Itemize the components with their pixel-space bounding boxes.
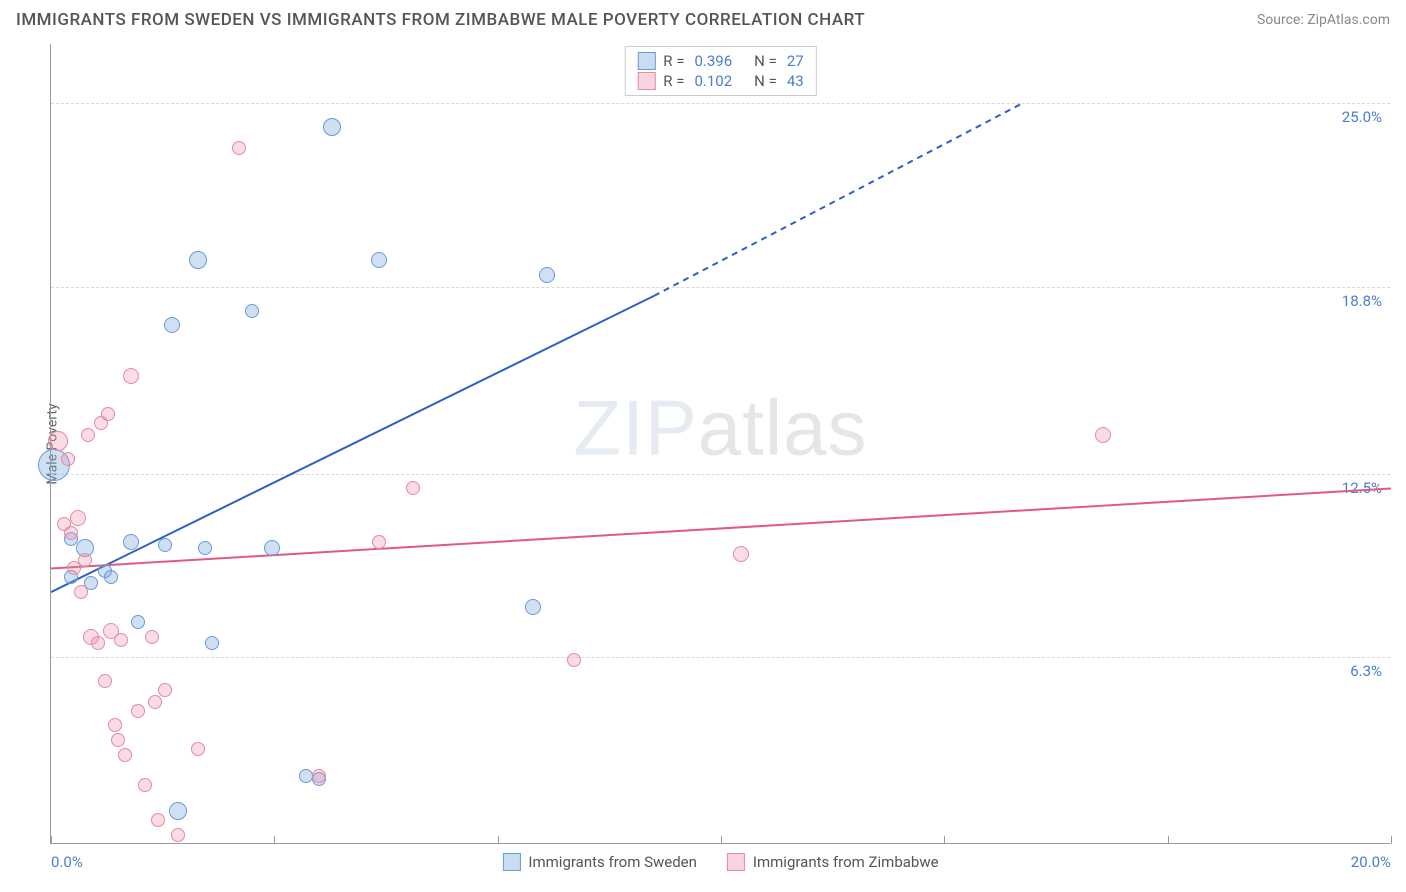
legend-swatch [637,72,655,90]
data-point [323,118,341,136]
data-point [114,633,128,647]
gridline [51,474,1390,475]
y-tick-label: 12.5% [1342,479,1382,497]
data-point [158,538,172,552]
legend-swatch [637,52,655,70]
data-point [81,428,95,442]
data-point [131,704,145,718]
data-point [138,778,152,792]
data-point [148,695,162,709]
x-tick [51,836,52,844]
series-legend: Immigrants from Sweden Immigrants from Zi… [502,853,938,871]
data-point [406,481,420,495]
stats-legend: R = 0.396 N = 27 R = 0.102 N = 43 [624,46,816,96]
r-label: R = [663,72,684,90]
data-point [1095,427,1111,443]
x-tick [721,836,722,844]
data-point [61,452,75,466]
stats-legend-row: R = 0.102 N = 43 [637,71,803,91]
legend-label: Immigrants from Sweden [528,853,696,871]
legend-swatch [727,853,745,871]
data-point [91,636,105,650]
legend-label: Immigrants from Zimbabwe [753,853,939,871]
x-tick [1391,836,1392,844]
data-point [78,553,92,567]
data-point [48,431,68,451]
data-point [198,541,212,555]
data-point [733,546,749,562]
x-tick-label: 0.0% [51,853,83,871]
data-point [232,141,246,155]
data-point [191,742,205,756]
data-point [164,317,180,333]
data-point [98,674,112,688]
data-point [118,748,132,762]
x-tick [498,836,499,844]
data-point [205,636,219,650]
data-point [151,813,165,827]
legend-item: Immigrants from Sweden [502,853,696,871]
data-point [101,407,115,421]
data-point [169,802,187,820]
data-point [74,585,88,599]
plot-area: ZIPatlas R =0.396N =27R =0.102N =43 Immi… [50,44,1390,844]
chart-title: IMMIGRANTS FROM SWEDEN VS IMMIGRANTS FRO… [16,10,865,30]
x-tick-label: 20.0% [1351,853,1391,871]
chart-container: Male Poverty ZIPatlas R =0.396N =27R =0.… [42,44,1392,844]
data-point [372,535,386,549]
data-point [312,769,326,783]
data-point [70,510,86,526]
data-point [104,570,118,584]
r-value: 0.396 [694,52,732,70]
data-point [131,615,145,629]
x-tick [274,836,275,844]
data-point [371,252,387,268]
watermark: ZIPatlas [573,382,867,473]
gridline [51,103,1390,104]
legend-swatch [502,853,520,871]
trendlines [51,44,1391,844]
data-point [145,630,159,644]
data-point [264,540,280,556]
data-point [299,769,313,783]
data-point [567,653,581,667]
stats-legend-row: R = 0.396 N = 27 [637,51,803,71]
r-value: 0.102 [694,72,732,90]
y-tick-label: 18.8% [1342,292,1382,310]
data-point [123,368,139,384]
n-value: 43 [787,72,804,90]
data-point [189,251,207,269]
y-tick-label: 6.3% [1350,662,1382,680]
r-label: R = [663,52,684,70]
n-value: 27 [787,52,804,70]
data-point [64,526,78,540]
data-point [108,718,122,732]
gridline [51,657,1390,658]
source-text: Source: ZipAtlas.com [1257,12,1390,28]
y-tick-label: 25.0% [1342,108,1382,126]
data-point [525,599,541,615]
data-point [539,267,555,283]
n-label: N = [754,72,777,90]
x-tick [944,836,945,844]
data-point [123,534,139,550]
n-label: N = [754,52,777,70]
data-point [171,828,185,842]
data-point [111,733,125,747]
legend-item: Immigrants from Zimbabwe [727,853,939,871]
data-point [245,304,259,318]
data-point [158,683,172,697]
x-tick [1168,836,1169,844]
gridline [51,287,1390,288]
